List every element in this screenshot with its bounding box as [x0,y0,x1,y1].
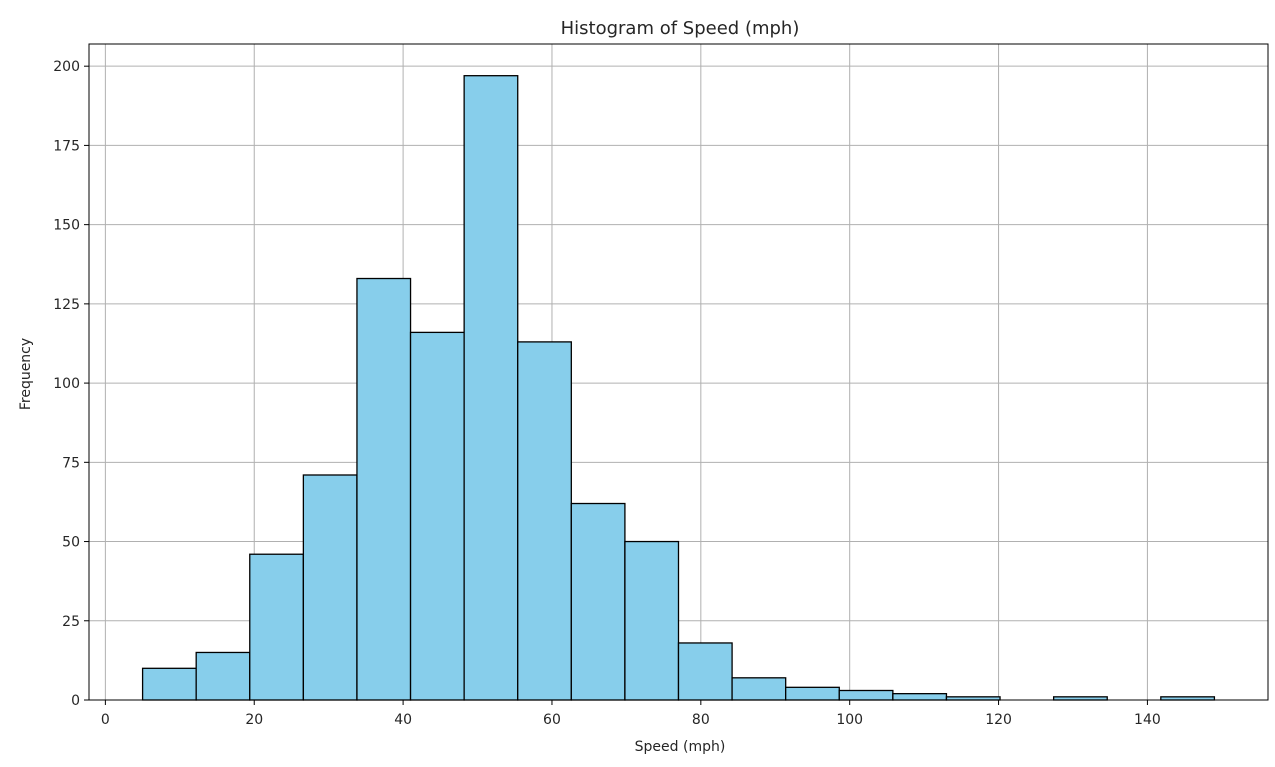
y-tick-label: 100 [53,376,80,392]
histogram-bars [141,75,1216,701]
x-tick-label: 20 [245,712,263,728]
y-tick-label: 200 [53,59,80,75]
y-tick-label: 125 [53,297,80,313]
x-tick-label: 140 [1134,712,1161,728]
x-tick-label: 60 [543,712,561,728]
x-tick-label: 80 [692,712,710,728]
histogram-bar [785,686,840,701]
chart-title: Histogram of Speed (mph) [561,18,800,39]
histogram-bar [677,642,733,701]
x-tick-label: 0 [101,712,110,728]
histogram-bar [517,341,572,701]
x-axis-ticks: 0 20 40 60 80 100 120 140 [101,700,1161,728]
histogram-bar [195,651,251,701]
grid-lines [89,44,1268,701]
y-tick-label: 175 [53,138,80,154]
histogram-bar [731,677,787,701]
x-axis-label: Speed (mph) [635,739,726,755]
y-tick-label: 75 [62,455,80,471]
histogram-bar [249,553,305,701]
x-tick-label: 100 [836,712,863,728]
histogram-bar [302,474,358,701]
y-axis-label: Frequency [18,338,34,410]
histogram-bar [838,689,894,701]
histogram-bar [409,331,465,701]
histogram-bar [624,540,680,701]
histogram-bar [892,693,948,701]
y-tick-label: 0 [71,693,80,709]
histogram-bar [570,502,626,701]
histogram-bar [141,667,197,701]
y-tick-label: 50 [62,535,80,551]
y-tick-label: 150 [53,218,80,234]
plot-area-frame [88,43,1269,701]
x-tick-label: 40 [394,712,412,728]
histogram-bar [356,277,412,701]
y-tick-label: 25 [62,614,80,630]
histogram-bar [463,75,519,701]
x-tick-label: 120 [985,712,1012,728]
y-axis-ticks: 0 25 50 75 100 125 150 175 200 [53,59,89,709]
